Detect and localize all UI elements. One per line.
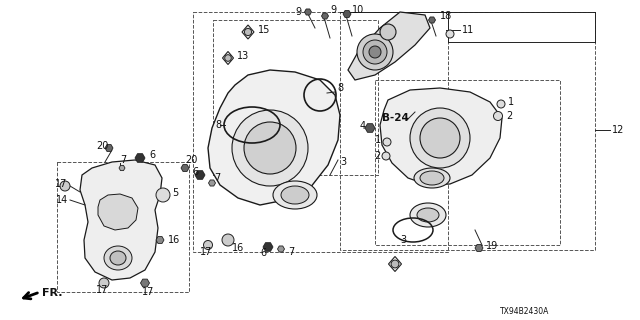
Circle shape	[222, 234, 234, 246]
Ellipse shape	[357, 34, 393, 70]
Bar	[375, 80, 560, 245]
Text: 16: 16	[168, 235, 180, 245]
Text: 7: 7	[214, 173, 220, 183]
Ellipse shape	[417, 208, 439, 222]
Ellipse shape	[420, 171, 444, 185]
Polygon shape	[343, 11, 351, 18]
Circle shape	[391, 260, 399, 268]
Circle shape	[446, 30, 454, 38]
Polygon shape	[263, 243, 273, 251]
Polygon shape	[278, 246, 285, 252]
Text: 18: 18	[440, 11, 452, 21]
Text: 11: 11	[462, 25, 474, 35]
Text: FR.: FR.	[42, 288, 63, 298]
Ellipse shape	[369, 46, 381, 58]
Bar	[193, 12, 448, 252]
Circle shape	[383, 138, 391, 146]
Text: 12: 12	[612, 125, 625, 135]
Text: 1: 1	[508, 97, 514, 107]
Ellipse shape	[410, 203, 446, 227]
Polygon shape	[119, 165, 125, 171]
Text: 8: 8	[215, 120, 221, 130]
Text: 6: 6	[149, 150, 155, 160]
Text: 6: 6	[192, 167, 198, 177]
Text: 3: 3	[340, 157, 346, 167]
Polygon shape	[141, 279, 150, 287]
Text: 15: 15	[258, 25, 270, 35]
Text: 2: 2	[506, 111, 512, 121]
Ellipse shape	[414, 168, 450, 188]
Text: 6: 6	[260, 248, 266, 258]
Bar	[340, 12, 595, 250]
Circle shape	[225, 55, 231, 61]
Circle shape	[244, 28, 252, 36]
Text: 17: 17	[142, 287, 154, 297]
Polygon shape	[305, 9, 312, 15]
Polygon shape	[429, 17, 435, 23]
Polygon shape	[242, 25, 254, 39]
Polygon shape	[135, 154, 145, 162]
Circle shape	[156, 188, 170, 202]
Polygon shape	[209, 180, 216, 186]
Text: 7: 7	[288, 247, 294, 257]
Text: 7: 7	[120, 155, 126, 165]
Ellipse shape	[110, 251, 126, 265]
Text: 9: 9	[295, 7, 301, 17]
Bar	[213, 20, 378, 175]
Polygon shape	[208, 70, 340, 205]
Text: 13: 13	[237, 51, 249, 61]
Polygon shape	[475, 244, 483, 252]
Text: 3: 3	[400, 235, 406, 245]
Polygon shape	[195, 171, 205, 179]
Text: 20: 20	[185, 155, 197, 165]
Circle shape	[204, 241, 212, 250]
Text: 2: 2	[374, 151, 380, 161]
Text: B-24: B-24	[382, 113, 409, 123]
Polygon shape	[365, 124, 375, 132]
Circle shape	[60, 181, 70, 191]
Polygon shape	[321, 13, 328, 19]
Text: 9: 9	[330, 5, 336, 15]
Text: TX94B2430A: TX94B2430A	[500, 308, 549, 316]
Text: 19: 19	[486, 241, 499, 251]
Polygon shape	[80, 160, 162, 280]
Polygon shape	[105, 145, 113, 151]
Polygon shape	[380, 88, 502, 185]
Polygon shape	[348, 12, 430, 80]
Ellipse shape	[104, 246, 132, 270]
Polygon shape	[223, 52, 234, 65]
Ellipse shape	[420, 118, 460, 158]
Polygon shape	[156, 236, 164, 244]
Text: 17: 17	[96, 285, 108, 295]
Ellipse shape	[380, 24, 396, 40]
Text: 8: 8	[337, 83, 343, 93]
Ellipse shape	[363, 40, 387, 64]
Text: 1: 1	[375, 135, 381, 145]
Ellipse shape	[273, 181, 317, 209]
Polygon shape	[388, 257, 401, 271]
Circle shape	[382, 152, 390, 160]
Ellipse shape	[244, 122, 296, 174]
Ellipse shape	[410, 108, 470, 168]
Ellipse shape	[232, 110, 308, 186]
Text: 4: 4	[360, 121, 366, 131]
Circle shape	[497, 100, 505, 108]
Ellipse shape	[281, 186, 309, 204]
Bar	[57, 162, 189, 292]
Text: 16: 16	[232, 243, 244, 253]
Text: 17: 17	[200, 247, 212, 257]
Text: 10: 10	[352, 5, 364, 15]
Text: 14: 14	[56, 195, 68, 205]
Polygon shape	[98, 194, 138, 230]
Circle shape	[99, 278, 109, 288]
Polygon shape	[181, 164, 189, 172]
Text: 17: 17	[55, 179, 67, 189]
Text: 5: 5	[172, 188, 179, 198]
Text: 20: 20	[96, 141, 108, 151]
Circle shape	[493, 111, 502, 121]
